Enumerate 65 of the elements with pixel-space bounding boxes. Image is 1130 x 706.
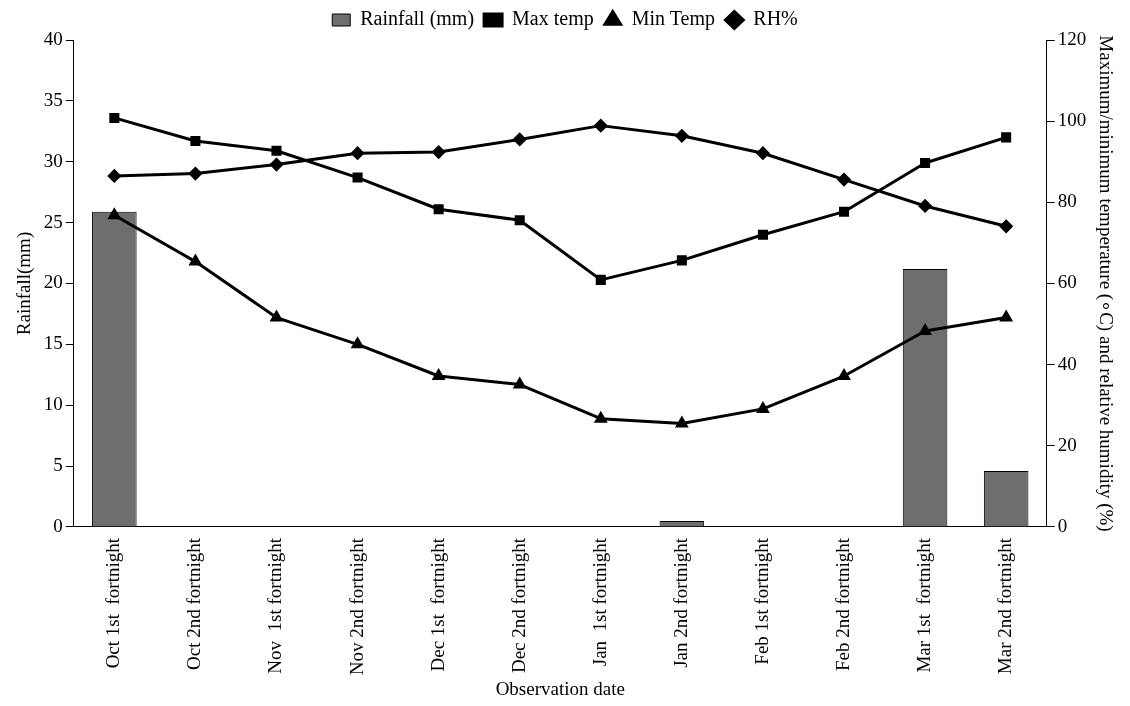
- point: [433, 204, 444, 215]
- legend-label: Max temp: [512, 7, 594, 31]
- x-tick-label: Feb 2nd fortnight: [832, 537, 853, 671]
- x-tick-label: Mar 2nd fortnight: [994, 537, 1016, 675]
- y-tick-label: 15: [43, 332, 63, 354]
- point: [757, 402, 769, 413]
- point: [109, 112, 120, 123]
- y-tick-label: 5: [53, 454, 63, 476]
- x-tick-label: Oct 1st fortnight: [102, 537, 124, 669]
- y2-axis-title: Maximum/minimum temperature (∘C) and relative humidity (%): [1094, 35, 1117, 532]
- point: [675, 129, 689, 143]
- point: [838, 206, 850, 217]
- y-tick-label: 20: [43, 271, 63, 293]
- point: [837, 173, 851, 187]
- y2-tick-label: 60: [1057, 271, 1077, 293]
- point: [513, 132, 527, 146]
- legend-label: RH%: [753, 7, 798, 30]
- point: [269, 158, 283, 172]
- point: [432, 369, 445, 381]
- point: [352, 172, 363, 183]
- point: [919, 324, 931, 335]
- point: [756, 146, 770, 160]
- point: [1001, 132, 1012, 143]
- y-tick-label: 10: [43, 393, 63, 415]
- y-tick-label: 35: [43, 88, 63, 110]
- y-tick-label: 25: [43, 210, 63, 232]
- y2-tick-label: 0: [1057, 514, 1068, 536]
- y-tick-label: 40: [43, 27, 63, 49]
- point: [514, 215, 525, 226]
- point: [107, 169, 121, 183]
- legend-label: Min Temp: [631, 7, 715, 31]
- y-tick-label: 0: [53, 514, 63, 536]
- x-tick-label: Jan 1st fortnight: [588, 537, 610, 667]
- x-tick-label: Mar 1st fortnight: [913, 537, 935, 673]
- x-tick-label: Nov 2nd fortnight: [345, 537, 367, 676]
- point: [190, 136, 201, 147]
- point: [920, 157, 931, 168]
- y2-tick-label: 80: [1057, 190, 1077, 212]
- point: [594, 119, 608, 133]
- x-tick-label: Nov 1st fortnight: [264, 537, 286, 674]
- x-tick-label: Oct 2nd fortnight: [183, 537, 205, 670]
- x-tick-label: Feb 1st fortnight: [750, 537, 772, 665]
- y2-tick-label: 120: [1057, 27, 1087, 49]
- x-tick-label: Dec 1st fortnight: [426, 537, 448, 672]
- y-axis-title: Rainfall(mm): [13, 231, 36, 336]
- point: [999, 219, 1013, 233]
- legend-label: Rainfall (mm): [360, 7, 475, 31]
- point: [676, 255, 687, 266]
- point: [271, 145, 282, 156]
- point: [757, 229, 768, 240]
- point: [595, 274, 606, 285]
- point: [351, 337, 364, 349]
- point: [188, 167, 202, 181]
- x-tick-label: Jan 2nd fortnight: [669, 537, 691, 668]
- y2-tick-label: 100: [1057, 109, 1087, 131]
- y-tick-label: 30: [43, 149, 63, 171]
- y2-tick-label: 40: [1057, 352, 1077, 374]
- point: [351, 146, 365, 160]
- point: [432, 145, 446, 159]
- point: [918, 199, 932, 213]
- x-axis-title: Observation date: [495, 677, 625, 699]
- point: [108, 208, 121, 220]
- x-tick-label: Dec 2nd fortnight: [507, 537, 529, 674]
- point: [838, 369, 850, 381]
- y2-tick-label: 20: [1057, 433, 1077, 455]
